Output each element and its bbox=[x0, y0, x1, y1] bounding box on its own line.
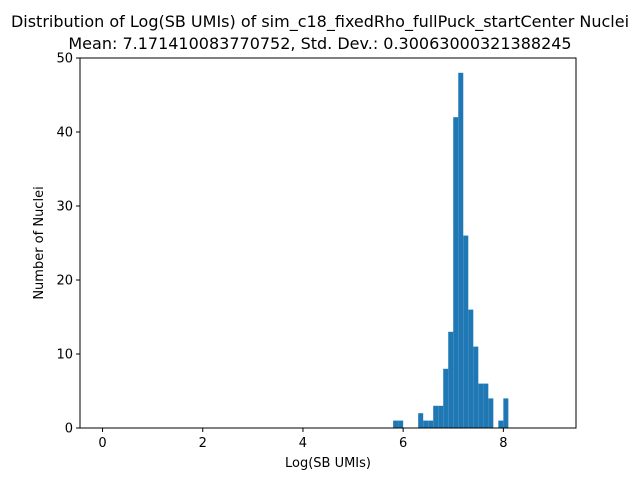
y-tick-label: 20 bbox=[56, 274, 73, 289]
histogram-bar bbox=[443, 368, 449, 428]
x-tick-label: 4 bbox=[299, 436, 307, 451]
y-tick-label: 30 bbox=[56, 200, 73, 215]
histogram-bar bbox=[463, 235, 469, 428]
histogram-bar bbox=[438, 405, 444, 428]
histogram-bar bbox=[458, 72, 464, 429]
histogram-bar bbox=[453, 117, 459, 428]
x-tick-label: 8 bbox=[499, 436, 507, 451]
histogram-bar bbox=[423, 420, 429, 428]
histogram-bar bbox=[398, 420, 404, 428]
chart-subtitle: Mean: 7.171410083770752, Std. Dev.: 0.30… bbox=[68, 34, 571, 53]
histogram-bars bbox=[393, 72, 509, 429]
x-tick-label: 0 bbox=[98, 436, 106, 451]
histogram-bar bbox=[468, 309, 474, 428]
x-tick-label: 2 bbox=[199, 436, 207, 451]
y-tick-label: 50 bbox=[56, 52, 73, 67]
y-tick-label: 10 bbox=[56, 348, 73, 363]
histogram-bar bbox=[488, 398, 494, 428]
histogram-bar bbox=[503, 398, 509, 428]
x-axis-label: Log(SB UMIs) bbox=[285, 456, 371, 471]
histogram-bar bbox=[418, 413, 424, 428]
y-axis-ticks: 0 10 20 30 40 50 bbox=[56, 52, 80, 437]
x-tick-label: 6 bbox=[399, 436, 407, 451]
histogram-bar bbox=[393, 420, 399, 428]
histogram-bar bbox=[428, 420, 434, 428]
y-axis-label: Number of Nuclei bbox=[32, 186, 47, 299]
histogram-bar bbox=[478, 383, 484, 428]
histogram-bar bbox=[448, 331, 454, 428]
y-tick-label: 40 bbox=[56, 126, 73, 141]
y-tick-label: 0 bbox=[65, 422, 73, 437]
chart-title: Distribution of Log(SB UMIs) of sim_c18_… bbox=[11, 12, 629, 32]
x-axis-ticks: 0 2 4 6 8 bbox=[98, 428, 507, 451]
histogram-bar bbox=[433, 405, 439, 428]
histogram-bar bbox=[483, 383, 489, 428]
plot-frame bbox=[79, 57, 577, 429]
histogram-bar bbox=[498, 420, 504, 428]
histogram-bar bbox=[473, 346, 479, 428]
